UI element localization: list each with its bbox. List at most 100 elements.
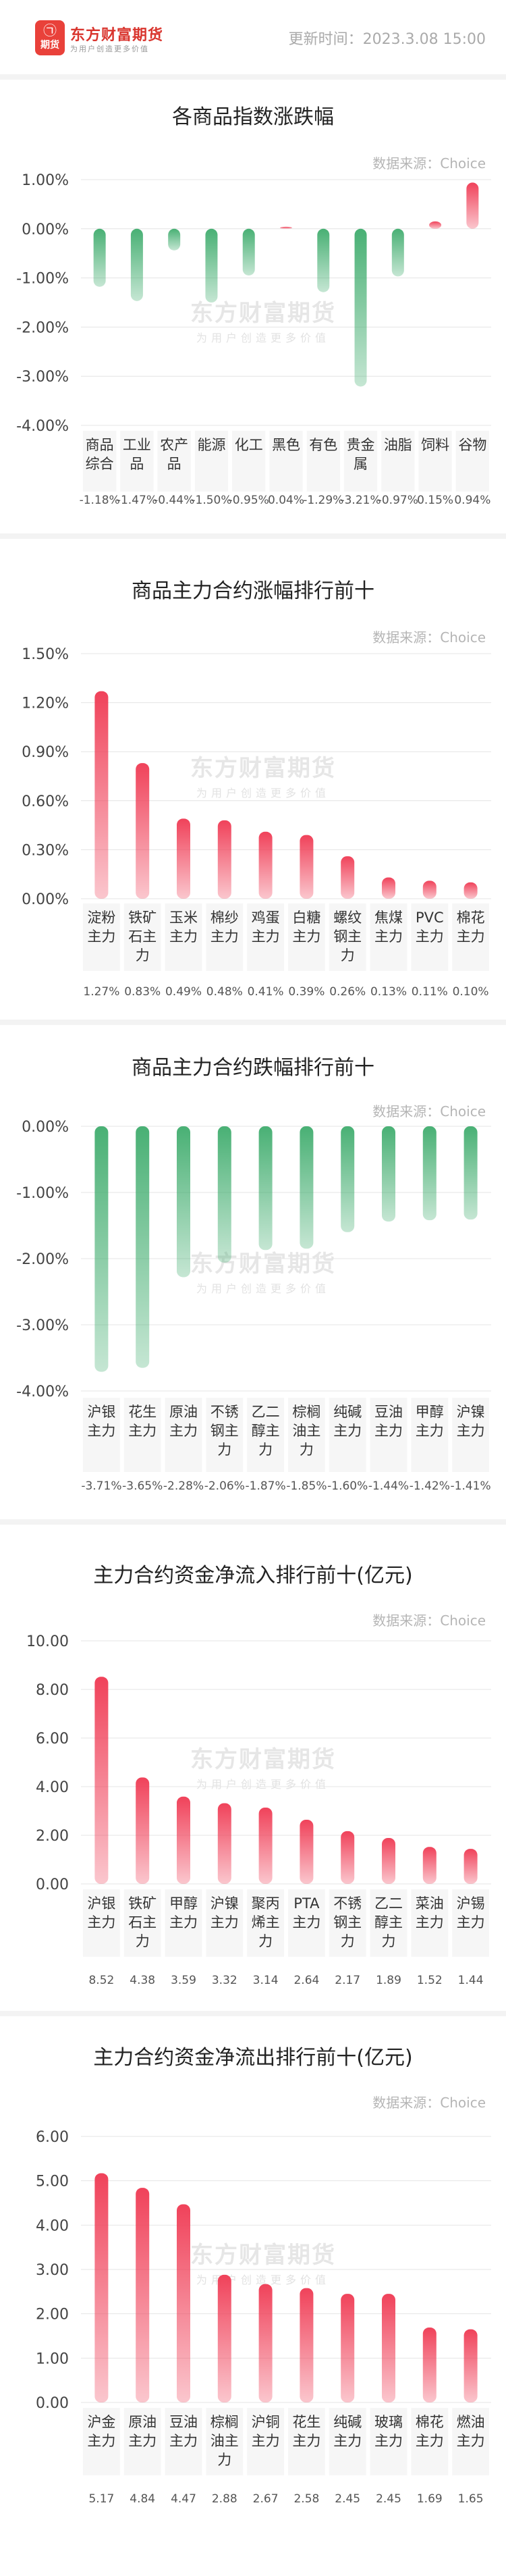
- category-label: 沪锡: [457, 1895, 485, 1912]
- category-label: 棉花: [416, 2414, 444, 2430]
- value-label: 1.89: [376, 1974, 401, 1987]
- data-source: 数据来源：Choice: [372, 2095, 486, 2111]
- data-source: 数据来源：Choice: [372, 629, 486, 646]
- category-label: 醇主: [252, 1423, 280, 1439]
- value-label: -0.44%: [154, 494, 194, 507]
- value-label: -1.50%: [191, 494, 231, 507]
- category-label: 豆油: [374, 1404, 403, 1420]
- category-label: 黑色: [272, 437, 300, 453]
- logo-glyph: ㉠: [43, 22, 57, 38]
- bar: [205, 228, 218, 303]
- value-label: 2.58: [293, 2492, 319, 2506]
- category-label: 白糖: [292, 910, 320, 926]
- y-tick-label: 3.00: [36, 2262, 69, 2279]
- value-label: 1.65: [458, 2492, 484, 2506]
- bar: [463, 1849, 478, 1884]
- category-label-bg: [206, 1398, 244, 1472]
- category-label: 沪镍: [210, 1895, 239, 1912]
- category-label: 主力: [416, 1423, 444, 1439]
- category-label-bg: [370, 1398, 407, 1472]
- page-header: ㉠ 期货 东方财富期货 为用户创造更多价值 更新时间：2023.3.08 15:…: [0, 0, 506, 74]
- category-label: 主力: [416, 1914, 444, 1930]
- bar: [242, 228, 255, 275]
- bar: [136, 2188, 150, 2402]
- category-label-bg: [247, 2408, 284, 2475]
- y-tick-label: -3.00%: [16, 1317, 69, 1334]
- bar: [280, 226, 292, 229]
- value-label: 0.13%: [370, 985, 407, 999]
- bar: [317, 228, 330, 292]
- value-label: 4.38: [130, 1974, 155, 1987]
- y-tick-label: 6.00: [36, 1731, 69, 1747]
- bar: [300, 1126, 314, 1249]
- category-label: 力: [217, 2452, 231, 2468]
- bar: [463, 882, 478, 899]
- value-label: 0.39%: [288, 985, 325, 999]
- category-label: 能源: [197, 437, 225, 453]
- category-label: 聚丙: [252, 1895, 280, 1912]
- y-tick-label: -2.00%: [16, 319, 69, 336]
- category-label: PTA: [293, 1895, 320, 1912]
- category-label: 谷物: [458, 437, 486, 453]
- value-label: 3.59: [171, 1974, 196, 1987]
- bar: [94, 1677, 109, 1884]
- value-label: 0.83%: [124, 985, 161, 999]
- category-label: 钢主: [333, 928, 362, 945]
- category-label-bg: [83, 903, 120, 971]
- category-label: 钢主: [210, 1423, 239, 1439]
- category-label: 鸡蛋: [252, 910, 280, 926]
- y-tick-label: 1.00: [36, 2350, 69, 2367]
- category-label: 主力: [333, 1423, 362, 1439]
- y-tick-label: 0.00%: [22, 221, 69, 238]
- value-label: 1.27%: [83, 985, 119, 999]
- y-tick-label: 0.00%: [22, 1119, 69, 1136]
- category-label: 燃油: [457, 2414, 485, 2430]
- y-tick-label: -4.00%: [16, 1384, 69, 1400]
- value-label: 0.11%: [412, 985, 448, 999]
- category-label: 花生: [128, 1404, 157, 1420]
- category-label: 力: [341, 947, 355, 964]
- value-label: -3.21%: [340, 494, 381, 507]
- category-label: 沪镍: [457, 1404, 485, 1420]
- category-label: 力: [258, 1933, 273, 1949]
- value-label: -1.44%: [368, 1479, 409, 1493]
- category-label-bg: [288, 1398, 325, 1472]
- value-label: -1.60%: [327, 1479, 368, 1493]
- value-label: -3.65%: [122, 1479, 163, 1493]
- category-label-bg: [247, 1398, 284, 1472]
- bar: [466, 182, 479, 229]
- bar: [463, 1126, 478, 1220]
- category-label: 石主: [128, 1914, 157, 1930]
- category-label: 主力: [457, 1423, 485, 1439]
- category-label: 烯主: [252, 1914, 280, 1930]
- category-label: 淀粉: [87, 910, 115, 926]
- chart-title: 商品主力合约跌幅排行前十: [132, 1056, 374, 1080]
- category-label: 菜油: [416, 1895, 444, 1912]
- category-label-bg: [206, 903, 244, 971]
- category-label: 力: [258, 1442, 273, 1458]
- category-label: 油主: [210, 2433, 239, 2449]
- value-label: 0.10%: [453, 985, 489, 999]
- y-tick-label: 1.50%: [22, 646, 69, 663]
- category-label-bg: [288, 903, 325, 971]
- category-label: 石主: [128, 928, 157, 945]
- category-label-bg: [83, 1889, 120, 1957]
- value-label: 2.67: [253, 2492, 279, 2506]
- category-label-bg: [329, 903, 366, 971]
- category-label: 主力: [374, 928, 403, 945]
- logo-text: 期货: [40, 40, 59, 51]
- y-tick-label: -1.00%: [16, 1185, 69, 1202]
- category-label: 油主: [292, 1423, 320, 1439]
- category-label: 主力: [87, 2433, 115, 2449]
- value-label: 0.94%: [454, 494, 490, 507]
- value-label: -1.85%: [286, 1479, 327, 1493]
- category-label-bg: [455, 431, 489, 492]
- category-label: 沪银: [87, 1895, 115, 1912]
- value-label: 0.49%: [165, 985, 202, 999]
- category-label: 钢主: [333, 1914, 362, 1930]
- bar: [136, 1777, 150, 1884]
- category-label: 棉纱: [210, 910, 239, 926]
- category-label: 原油: [128, 2414, 157, 2430]
- y-tick-label: 0.60%: [22, 793, 69, 810]
